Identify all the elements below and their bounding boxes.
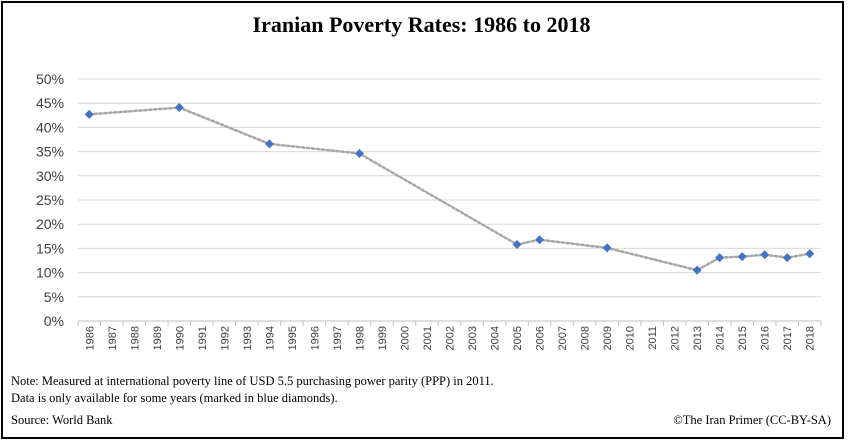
x-tick-label: 2016 — [760, 326, 772, 350]
data-point-marker — [760, 250, 770, 260]
source-label: Source: World Bank — [11, 413, 113, 427]
x-tick-label: 2012 — [670, 326, 682, 350]
y-tick-label: 35% — [36, 144, 64, 160]
y-tick-label: 40% — [36, 119, 64, 135]
x-tick-label: 2005 — [512, 326, 524, 350]
x-tick-label: 2013 — [692, 326, 704, 350]
x-tick-label: 2008 — [580, 326, 592, 350]
x-tick-label: 2018 — [805, 326, 817, 350]
x-tick-label: 2006 — [535, 326, 547, 350]
x-tick-label: 2003 — [467, 326, 479, 350]
x-tick-label: 2002 — [445, 326, 457, 350]
x-tick-label: 1991 — [197, 326, 209, 350]
x-tick-label: 2004 — [490, 326, 502, 350]
y-tick-label: 5% — [44, 289, 64, 305]
x-tick-label: 1993 — [242, 326, 254, 350]
x-tick-label: 2011 — [647, 326, 659, 350]
y-tick-label: 10% — [36, 265, 64, 281]
note-line-2: Data is only available for some years (m… — [11, 391, 338, 405]
x-tick-label: 2014 — [715, 326, 727, 350]
x-tick-label: 1997 — [332, 326, 344, 350]
data-point-marker — [602, 243, 612, 253]
y-tick-label: 45% — [36, 95, 64, 111]
x-tick-label: 2001 — [422, 326, 434, 350]
x-tick-label: 1987 — [107, 326, 119, 350]
credit-label: ©The Iran Primer (CC-BY-SA) — [673, 413, 831, 427]
y-tick-label: 20% — [36, 216, 64, 232]
data-point-marker — [174, 103, 184, 113]
x-tick-label: 1990 — [174, 326, 186, 350]
x-tick-label: 1998 — [354, 326, 366, 350]
y-tick-label: 25% — [36, 192, 64, 208]
series-line — [88, 106, 811, 272]
x-tick-label: 1995 — [287, 326, 299, 350]
x-tick-label: 2010 — [625, 326, 637, 350]
data-point-marker — [84, 109, 94, 119]
x-tick-label: 2015 — [737, 326, 749, 350]
data-point-marker — [782, 253, 792, 263]
x-tick-label: 1992 — [219, 326, 231, 350]
x-tick-label: 1999 — [377, 326, 389, 350]
data-point-marker — [264, 139, 274, 149]
data-point-marker — [535, 235, 545, 245]
x-tick-label: 1986 — [84, 326, 96, 350]
x-tick-label: 1994 — [264, 326, 276, 350]
x-tick-label: 1989 — [152, 326, 164, 350]
x-tick-label: 2009 — [602, 326, 614, 350]
x-tick-label: 2007 — [557, 326, 569, 350]
y-tick-label: 50% — [36, 71, 64, 87]
data-point-marker — [354, 149, 364, 159]
x-tick-label: 1988 — [129, 326, 141, 350]
x-tick-label: 1996 — [309, 326, 321, 350]
y-tick-label: 15% — [36, 240, 64, 256]
chart-title: Iranian Poverty Rates: 1986 to 2018 — [252, 12, 591, 37]
data-point-marker — [715, 253, 725, 263]
chart-frame — [1, 1, 844, 439]
data-point-marker — [512, 240, 522, 250]
x-tick-label: 2017 — [782, 326, 794, 350]
data-point-marker — [692, 265, 702, 275]
y-tick-label: 0% — [44, 313, 64, 329]
note-line-1: Note: Measured at international poverty … — [11, 374, 494, 388]
y-tick-label: 30% — [36, 168, 64, 184]
data-point-marker — [737, 252, 747, 262]
x-tick-label: 2000 — [399, 326, 411, 350]
data-point-marker — [805, 249, 815, 259]
